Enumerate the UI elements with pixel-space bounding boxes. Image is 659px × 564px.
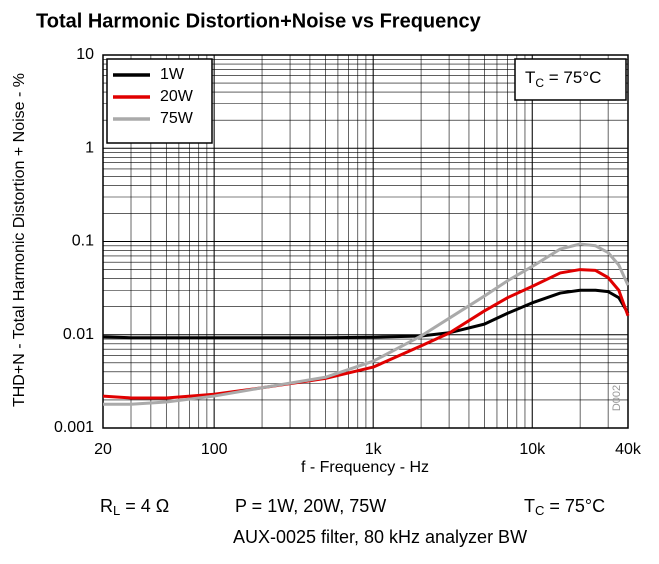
legend-label: 1W (160, 66, 185, 83)
series-line (102, 268, 630, 400)
y-tick-label: 0.1 (72, 233, 94, 250)
x-tick-label: 10k (519, 441, 546, 458)
legend-box (106, 58, 213, 144)
y-tick-label: 10 (76, 46, 94, 63)
legend-label: 20W (160, 88, 194, 105)
temp-label: TC = 75°C (525, 68, 601, 90)
x-axis-label: f - Frequency - Hz (301, 459, 429, 476)
x-tick-label: 20 (94, 441, 112, 458)
series-line (102, 288, 630, 340)
y-tick-label: 0.001 (54, 419, 94, 436)
load-condition: RL = 4 Ω (100, 496, 169, 519)
series-line (103, 242, 630, 406)
power-condition: P = 1W, 20W, 75W (235, 496, 386, 516)
x-tick-label: 100 (201, 441, 228, 458)
plot-frame (102, 54, 629, 429)
x-tick-label: 40k (615, 441, 642, 458)
filter-condition: AUX-0025 filter, 80 kHz analyzer BW (233, 527, 527, 547)
x-tick-label: 1k (365, 441, 383, 458)
legend-label: 75W (160, 110, 194, 127)
y-tick-label: 0.01 (63, 326, 94, 343)
y-tick-label: 1 (85, 139, 94, 156)
temp-box (514, 58, 627, 101)
figure-code: D002 (611, 385, 623, 411)
y-axis-label: THD+N - Total Harmonic Distortion + Nois… (11, 73, 28, 407)
chart-title: Total Harmonic Distortion+Noise vs Frequ… (36, 10, 482, 32)
temp-condition: TC = 75°C (524, 496, 605, 519)
